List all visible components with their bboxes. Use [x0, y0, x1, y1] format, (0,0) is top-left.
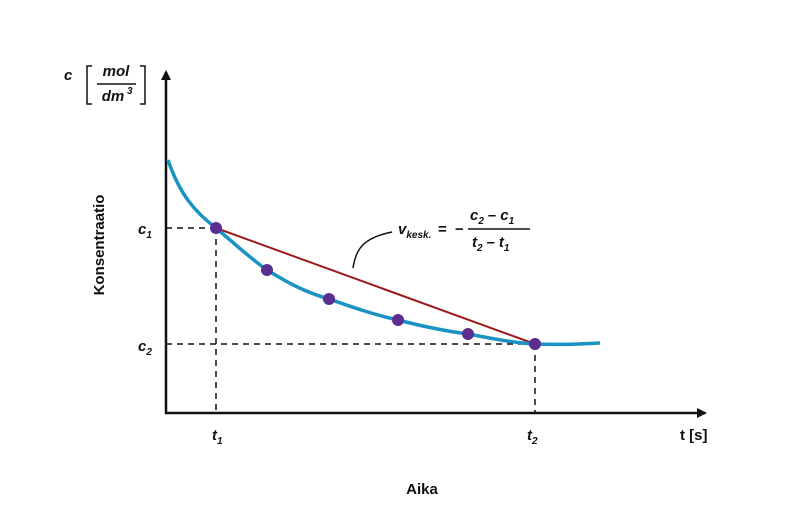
- text-part: 1: [146, 230, 152, 241]
- text-part: 1: [509, 216, 515, 227]
- guides: [166, 227, 536, 413]
- data-points: [210, 222, 541, 350]
- text-part: c: [470, 207, 479, 224]
- text-part: 2: [477, 216, 484, 227]
- formula-numerator: c2– c1: [470, 207, 515, 227]
- text-part: 2: [531, 436, 538, 447]
- unit-exponent: 3: [127, 86, 133, 97]
- formula-sign: −: [455, 221, 464, 238]
- y-symbol: c: [64, 67, 73, 84]
- formula-equals: =: [438, 221, 447, 238]
- x-axis-title: Aika: [406, 481, 438, 498]
- text-part: c: [138, 338, 147, 355]
- text-part: 1: [217, 436, 223, 447]
- text-part: 2: [476, 243, 483, 254]
- unit-numerator: mol: [103, 63, 131, 80]
- text-part: –: [488, 207, 496, 224]
- text-part: –: [487, 234, 495, 251]
- t2-label: t2: [527, 427, 538, 447]
- c1-label: c1: [138, 221, 152, 241]
- text-part: t: [472, 234, 478, 251]
- text-part: v: [398, 221, 408, 238]
- bracket: [86, 65, 146, 105]
- t1-label: t1: [212, 427, 223, 447]
- text-part: t: [499, 234, 505, 251]
- formula-denominator: t2– t1: [472, 234, 510, 254]
- concentration-curve: [166, 159, 601, 347]
- text-part: kesk.: [406, 230, 431, 241]
- secant-line: [215, 227, 536, 345]
- text-part: t: [212, 427, 218, 444]
- text-part: 1: [504, 243, 510, 254]
- formula-lhs: vkesk.: [398, 221, 431, 241]
- text-part: 2: [145, 347, 152, 358]
- leader: [352, 231, 393, 269]
- text-part: t: [527, 427, 533, 444]
- c2-label: c2: [138, 338, 152, 358]
- x-axis-label: t [s]: [680, 427, 708, 444]
- y-axis-title: Konsentraatio: [91, 195, 108, 296]
- unit-denominator: dm: [102, 88, 125, 105]
- text-part: c: [138, 221, 147, 238]
- text-part: c: [500, 207, 509, 224]
